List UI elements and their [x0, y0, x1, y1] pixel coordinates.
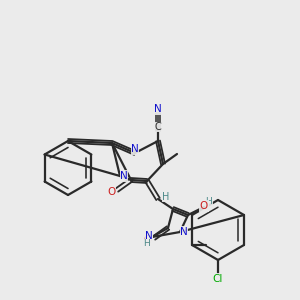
Text: N: N: [145, 231, 153, 241]
Text: C: C: [154, 122, 161, 132]
Text: N: N: [131, 144, 139, 154]
Text: O: O: [200, 201, 208, 211]
Text: Cl: Cl: [213, 274, 223, 284]
Text: N: N: [180, 227, 188, 237]
Text: H: H: [206, 197, 212, 206]
Text: N: N: [154, 104, 162, 114]
Text: N: N: [120, 171, 128, 181]
Text: H: H: [162, 192, 170, 202]
Text: O: O: [144, 235, 152, 245]
Text: H: H: [144, 239, 150, 248]
Text: O: O: [107, 187, 115, 197]
